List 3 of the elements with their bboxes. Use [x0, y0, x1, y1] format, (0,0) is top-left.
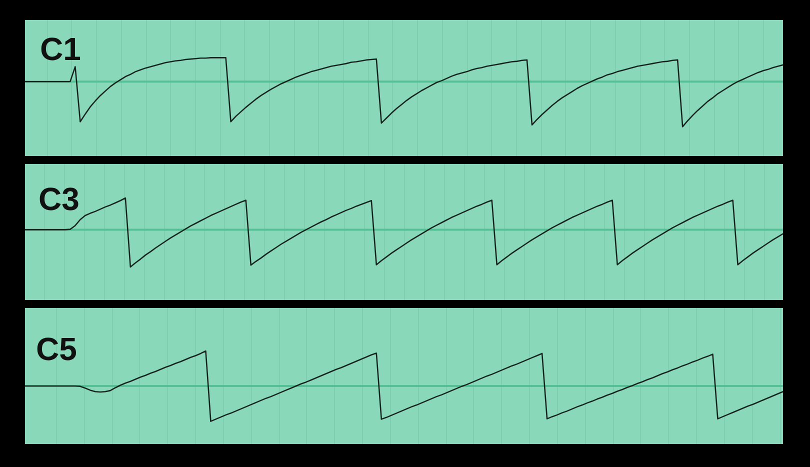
- chart-title: C5: [36, 331, 77, 367]
- chart-title: C1: [40, 31, 81, 67]
- chart-title: C3: [38, 181, 80, 217]
